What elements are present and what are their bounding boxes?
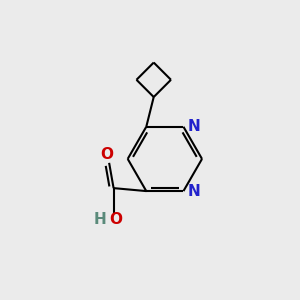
Text: H: H <box>94 212 106 227</box>
Text: N: N <box>188 184 201 199</box>
Text: O: O <box>100 147 113 162</box>
Text: N: N <box>188 119 201 134</box>
Text: O: O <box>110 212 122 227</box>
